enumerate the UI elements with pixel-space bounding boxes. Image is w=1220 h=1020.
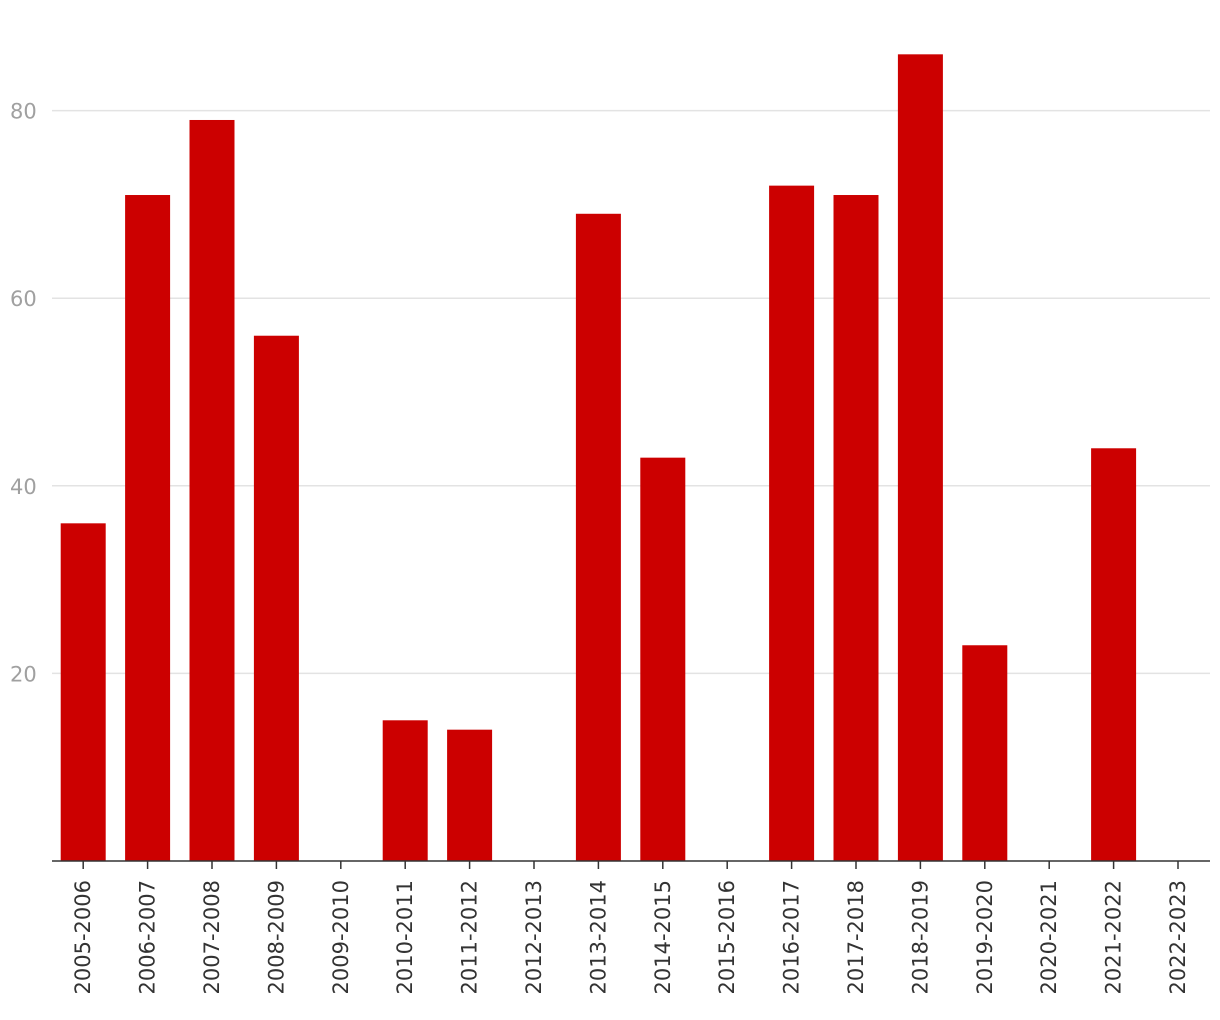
- bar-2016-2017: [769, 185, 815, 861]
- x-tick-label-2006-2007: 2006-2007: [136, 880, 160, 994]
- x-tick-label-2012-2013: 2012-2013: [522, 880, 546, 994]
- y-tick-label-20: 20: [10, 662, 37, 686]
- x-tick-label-2007-2008: 2007-2008: [200, 880, 224, 994]
- bar-2014-2015: [640, 457, 686, 861]
- y-tick-label-80: 80: [10, 100, 37, 124]
- x-tick-label-2017-2018: 2017-2018: [844, 880, 868, 994]
- y-tick-label-40: 40: [10, 475, 37, 499]
- bar-2008-2009: [253, 335, 299, 862]
- bar-2021-2022: [1091, 448, 1137, 861]
- x-tick-label-2016-2017: 2016-2017: [780, 880, 804, 994]
- x-tick-label-2005-2006: 2005-2006: [71, 880, 95, 994]
- x-tick-label-2010-2011: 2010-2011: [393, 880, 417, 994]
- y-axis-tick-labels: 20 40 60 80: [10, 100, 37, 687]
- bar-2006-2007: [125, 195, 171, 861]
- y-gridlines: [52, 109, 1210, 675]
- x-tick-label-2015-2016: 2015-2016: [715, 880, 739, 994]
- bar-2019-2020: [962, 645, 1008, 861]
- x-tick-label-2009-2010: 2009-2010: [329, 880, 353, 994]
- x-tick-label-2011-2012: 2011-2012: [458, 880, 482, 994]
- bar-2007-2008: [189, 119, 235, 862]
- x-tick-label-2022-2023: 2022-2023: [1166, 880, 1190, 994]
- bar-2018-2019: [897, 54, 943, 861]
- bar-2011-2012: [447, 729, 493, 861]
- bar-2017-2018: [833, 195, 879, 861]
- x-axis-ticks: 2005-2006 2006-2007 2007-2008 2008-2009 2009…: [71, 861, 1190, 994]
- bars: [60, 54, 1137, 862]
- bar-2013-2014: [575, 213, 621, 861]
- y-tick-label-60: 60: [10, 287, 37, 311]
- bar-2005-2006: [60, 523, 106, 861]
- bar-2010-2011: [382, 720, 428, 861]
- x-tick-label-2019-2020: 2019-2020: [973, 880, 997, 994]
- x-tick-label-2013-2014: 2013-2014: [586, 880, 610, 994]
- x-tick-label-2008-2009: 2008-2009: [264, 880, 288, 994]
- x-tick-label-2014-2015: 2014-2015: [651, 880, 675, 994]
- x-tick-label-2018-2019: 2018-2019: [908, 880, 932, 994]
- x-tick-label-2021-2022: 2021-2022: [1102, 880, 1126, 994]
- x-tick-label-2020-2021: 2020-2021: [1037, 880, 1061, 994]
